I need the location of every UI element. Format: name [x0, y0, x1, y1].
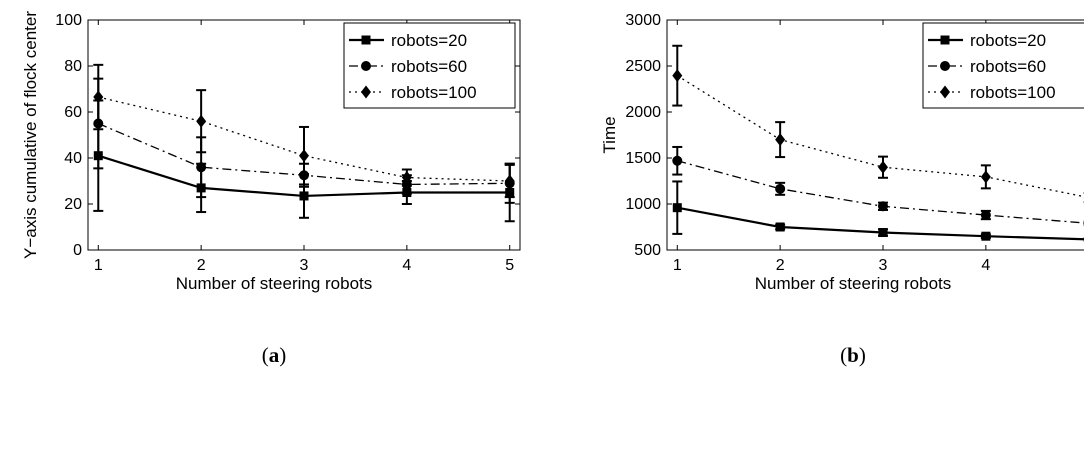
legend-marker [361, 85, 371, 99]
x-tick-label: 4 [402, 257, 411, 274]
x-tick-label: 5 [505, 257, 514, 274]
series-0 [672, 180, 1084, 242]
legend-marker [361, 35, 371, 45]
data-point [775, 183, 786, 194]
legend-marker [940, 35, 950, 45]
x-tick-label: 2 [776, 257, 785, 274]
legend-label: robots=100 [970, 83, 1056, 102]
y-tick-label: 20 [64, 196, 82, 213]
data-point [299, 149, 309, 163]
data-point [401, 171, 412, 185]
caption-close-paren: ) [859, 343, 866, 367]
x-tick-label: 4 [981, 257, 990, 274]
x-tick-label: 1 [673, 257, 682, 274]
legend-marker [940, 85, 950, 99]
y-tick-label: 500 [634, 242, 661, 259]
x-tick-label: 2 [197, 257, 206, 274]
data-point [878, 160, 888, 174]
chart-panel-a: 0 20 40 60 80 100 1 2 3 4 5 Number of steering robo… [21, 11, 521, 367]
panel-caption: (b) [840, 343, 866, 367]
legend-marker [940, 61, 950, 71]
x-tick-label: 3 [879, 257, 888, 274]
y-tick-label: 2500 [625, 58, 661, 75]
data-point [672, 203, 682, 213]
y-tick-label: 60 [64, 104, 82, 121]
x-tick-label: 3 [300, 257, 309, 274]
data-point [775, 222, 785, 232]
series-1 [672, 145, 1084, 227]
caption-open-paren: ( [262, 343, 269, 367]
series-2 [672, 44, 1084, 204]
legend-label: robots=60 [391, 57, 467, 76]
legend-label: robots=20 [391, 31, 467, 50]
data-point [299, 191, 309, 201]
legend-label: robots=60 [970, 57, 1046, 76]
caption-letter: a [269, 343, 280, 367]
series-2 [93, 63, 515, 199]
data-point [672, 69, 683, 83]
data-point [672, 155, 683, 166]
panel-caption: (a) [262, 343, 287, 367]
y-tick-label: 2000 [625, 104, 661, 121]
data-point [93, 90, 104, 104]
legend-marker [361, 61, 371, 71]
data-point [980, 170, 991, 184]
data-point [775, 133, 786, 147]
legend-label: robots=100 [391, 83, 477, 102]
y-axis-label: Time [600, 116, 619, 153]
data-point [980, 210, 991, 221]
data-point [504, 174, 515, 188]
y-tick-label: 1000 [625, 196, 661, 213]
caption-letter: b [847, 343, 859, 367]
y-axis-label: Y−axis cumulative of flock center [21, 11, 40, 259]
y-tick-label: 40 [64, 150, 82, 167]
x-axis-label: Number of steering robots [176, 274, 373, 293]
legend-label: robots=20 [970, 31, 1046, 50]
y-tick-label: 80 [64, 58, 82, 75]
y-tick-label: 100 [55, 12, 82, 29]
data-point [878, 201, 888, 212]
y-tick-label: 3000 [625, 12, 661, 29]
legend: robots=20 robots=60 robots=100 [343, 22, 516, 109]
x-axis-label: Number of steering robots [755, 274, 952, 293]
caption-open-paren: ( [840, 343, 847, 367]
chart-panel-b: 5001000150020002500300012345Number of st… [600, 12, 1084, 367]
data-point [196, 114, 207, 128]
caption-close-paren: ) [279, 343, 286, 367]
data-point [196, 162, 207, 173]
data-point [981, 231, 991, 241]
y-tick-label: 1500 [625, 150, 661, 167]
data-point [878, 228, 888, 238]
x-tick-label: 1 [94, 257, 103, 274]
legend: robots=20 robots=60 robots=100 [922, 22, 1084, 109]
y-tick-label: 0 [73, 242, 82, 259]
